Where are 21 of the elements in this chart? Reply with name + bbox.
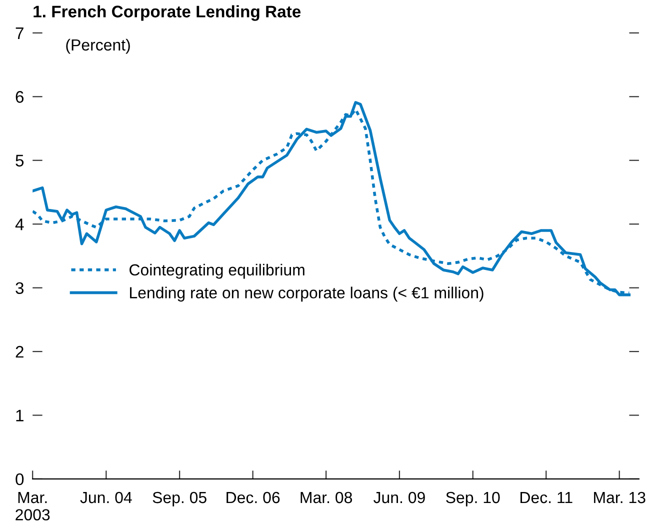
x-tick-label: Dec. 06: [226, 492, 280, 504]
legend-label: Lending rate on new corporate loans (< €1 million): [130, 286, 484, 302]
y-tick-label: 0: [16, 473, 24, 486]
y-tick-label: 3: [16, 282, 24, 294]
x-tick-label: Mar. 08: [300, 492, 352, 504]
x-tick-label: Mar. 2003: [16, 492, 50, 520]
y-tick-label: 6: [16, 91, 24, 103]
x-tick-label: Jun. 09: [374, 492, 425, 504]
chart-subtitle: (Percent): [66, 38, 130, 54]
legend-label: Cointegrating equilibrium: [130, 264, 304, 279]
x-tick-label: Sep. 10: [446, 492, 500, 506]
y-tick-label: 2: [16, 346, 24, 358]
y-tick-label: 1: [16, 410, 24, 422]
chart-title: 1. French Corporate Lending Rate: [34, 5, 301, 21]
y-tick-label: 7: [16, 27, 24, 39]
x-tick-label: Mar. 13: [594, 492, 646, 504]
x-tick-label: Jun. 04: [80, 492, 132, 504]
y-tick-label: 4: [15, 218, 24, 230]
x-tick-label: Dec. 11: [520, 492, 572, 504]
x-tick-label: Sep. 05: [152, 492, 206, 506]
y-tick-label: 5: [16, 154, 24, 167]
